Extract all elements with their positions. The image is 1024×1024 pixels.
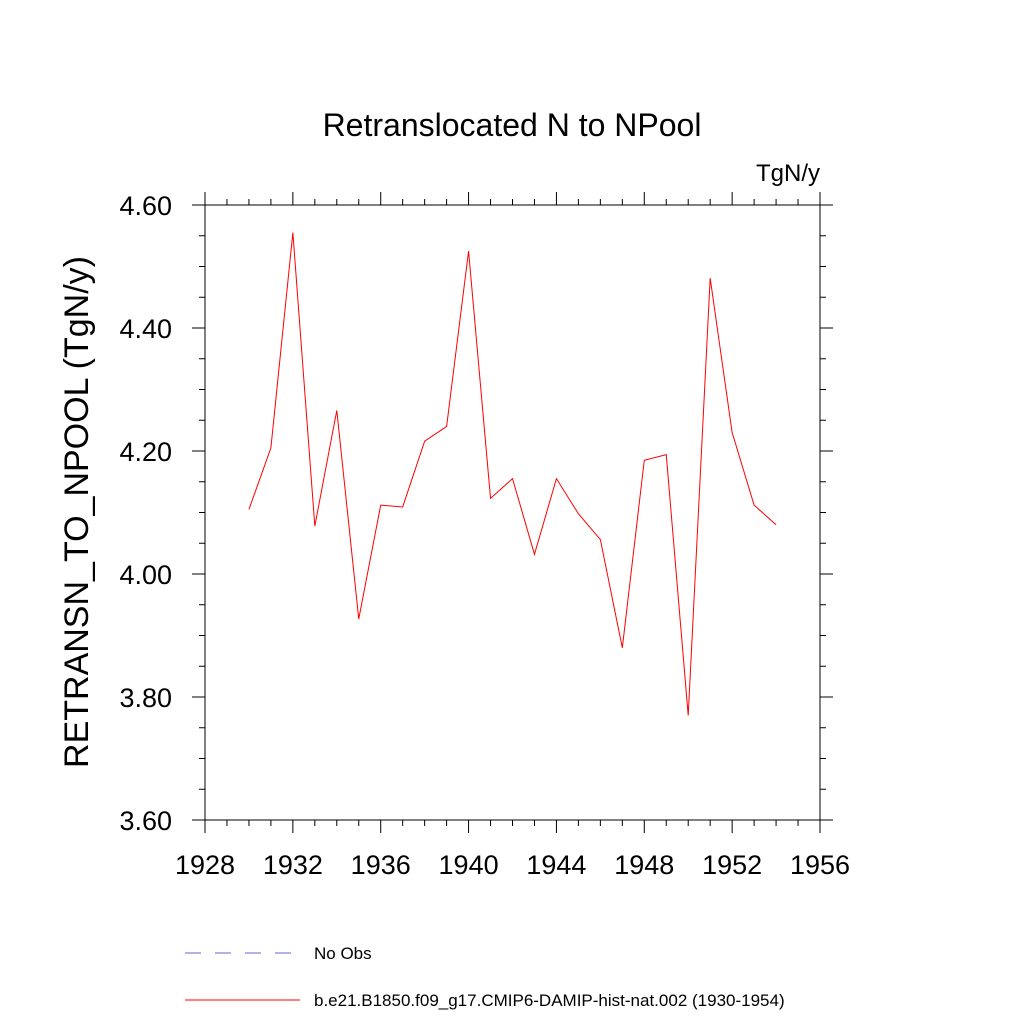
x-tick-label: 1956 — [790, 850, 850, 880]
legend-label-no-obs: No Obs — [314, 944, 372, 963]
legend-label-model: b.e21.B1850.f09_g17.CMIP6-DAMIP-hist-nat… — [314, 991, 785, 1010]
y-tick-label: 3.60 — [119, 806, 172, 836]
series-line-0 — [248, 232, 777, 716]
x-tick-label: 1932 — [263, 850, 323, 880]
series-layer — [248, 232, 777, 716]
x-tick-label: 1952 — [702, 850, 762, 880]
x-tick-label: 1936 — [351, 850, 411, 880]
chart-title: Retranslocated N to NPool — [323, 107, 702, 143]
y-tick-label: 4.00 — [119, 560, 172, 590]
units-label: TgN/y — [756, 160, 820, 187]
x-tick-label: 1928 — [175, 850, 235, 880]
y-tick-label: 4.20 — [119, 437, 172, 467]
x-tick-label: 1940 — [439, 850, 499, 880]
axes: 1928 1932 1936 1940 1944 1948 1952 1956 3.60 3.80… — [119, 191, 850, 880]
legend: No Obs b.e21.B1850.f09_g17.CMIP6-DAMIP-h… — [185, 944, 785, 1010]
y-tick-label: 4.60 — [119, 191, 172, 221]
y-tick-label: 4.40 — [119, 314, 172, 344]
x-tick-label: 1944 — [526, 850, 586, 880]
y-axis-label: RETRANSN_TO_NPOOL (TgN/y) — [58, 256, 96, 768]
y-tick-label: 3.80 — [119, 683, 172, 713]
x-tick-label: 1948 — [614, 850, 674, 880]
